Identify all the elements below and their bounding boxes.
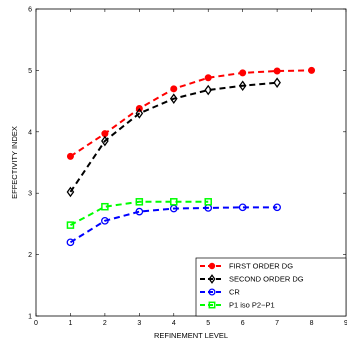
- data-point: [204, 198, 212, 206]
- x-axis-label: REFINEMENT LEVEL: [154, 331, 228, 340]
- data-point: [238, 80, 247, 92]
- data-point: [204, 74, 212, 82]
- legend-label: CR: [229, 288, 240, 297]
- data-point: [273, 77, 281, 88]
- series-layer: [66, 66, 316, 247]
- legend-marker: [208, 301, 216, 309]
- y-tick-label: 6: [28, 7, 32, 14]
- legend: FIRST ORDER DG SECOND ORDER DG CR P1 iso P2…: [195, 257, 347, 317]
- data-point: [101, 202, 109, 211]
- series-line: [69, 81, 278, 193]
- y-tick-label: 4: [28, 129, 32, 136]
- y-tick-label: 5: [28, 68, 32, 75]
- data-point: [135, 198, 144, 206]
- legend-item: CR: [200, 288, 240, 297]
- y-tick-label: 2: [28, 252, 32, 259]
- data-point: [66, 152, 74, 160]
- x-tick-label: 8: [310, 320, 314, 327]
- data-point: [170, 85, 178, 93]
- x-tick-label: 5: [206, 320, 210, 327]
- data-point: [238, 203, 247, 212]
- series-0: [66, 66, 316, 160]
- x-tick-label: 6: [241, 320, 245, 327]
- data-point: [273, 67, 281, 75]
- data-point: [66, 221, 75, 229]
- data-point: [170, 198, 178, 206]
- x-tick-label: 4: [172, 320, 176, 327]
- data-point: [101, 135, 109, 147]
- data-point: [135, 108, 144, 119]
- data-point: [66, 238, 75, 247]
- series-3: [66, 198, 212, 229]
- legend-marker: [208, 274, 216, 284]
- series-line: [69, 206, 278, 244]
- x-tick-label: 2: [103, 320, 107, 327]
- series-line: [69, 200, 209, 227]
- y-axis-label: EFFECTIVITY INDEX: [10, 126, 19, 199]
- legend-item: P1 iso P2−P1: [200, 301, 275, 310]
- data-point: [169, 93, 178, 104]
- x-tick-label: 9: [344, 320, 347, 327]
- legend-marker: [208, 288, 216, 296]
- x-tick-label: 7: [275, 320, 279, 327]
- x-tick-label: 0: [34, 320, 38, 327]
- legend-label: FIRST ORDER DG: [229, 262, 293, 271]
- data-point: [204, 84, 213, 96]
- data-point: [66, 186, 75, 198]
- legend-marker: [208, 262, 216, 270]
- data-point: [101, 216, 109, 225]
- legend-item: FIRST ORDER DG: [200, 262, 293, 271]
- series-1: [66, 77, 281, 198]
- legend-label: SECOND ORDER DG: [229, 275, 304, 284]
- data-point: [239, 69, 247, 77]
- x-tick-label: 1: [68, 320, 72, 327]
- series-2: [66, 203, 281, 247]
- legend-box: [195, 257, 347, 317]
- data-point: [308, 66, 316, 74]
- y-tick-label: 3: [28, 191, 32, 198]
- data-point: [273, 203, 281, 212]
- legend-item: SECOND ORDER DG: [200, 274, 304, 284]
- data-point: [135, 207, 144, 216]
- series-line: [69, 69, 312, 158]
- legend-label: P1 iso P2−P1: [229, 301, 275, 310]
- x-tick-label: 3: [137, 320, 141, 327]
- y-tick-label: 1: [28, 314, 32, 321]
